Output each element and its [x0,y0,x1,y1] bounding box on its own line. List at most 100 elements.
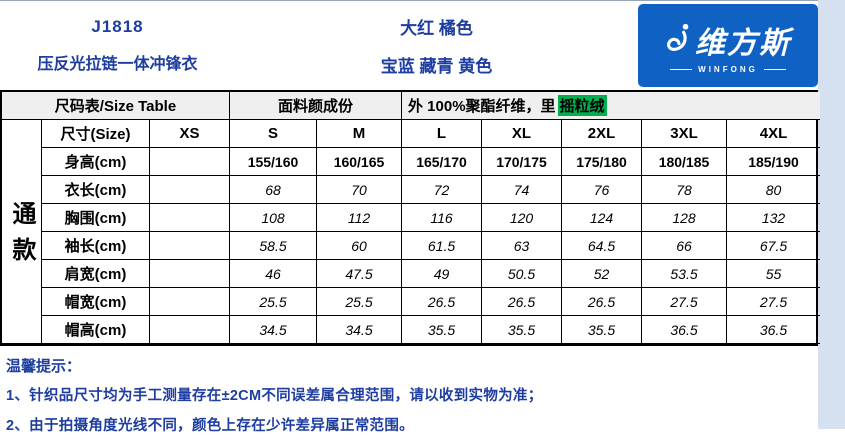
measurement-row-label: 帽高(cm) [42,316,150,344]
measurement-value-cell: 175/180 [562,148,642,176]
measurement-value-cell: 26.5 [402,288,482,316]
color-options-line2: 宝蓝 藏青 黄色 [380,57,493,76]
measurement-value-cell: 120 [482,204,562,232]
measurement-value-cell: 116 [402,204,482,232]
measurement-value-cell: 58.5 [230,232,317,260]
right-margin-strip [818,0,845,429]
measurement-value-cell: 36.5 [642,316,727,344]
measurement-value-cell [150,176,230,204]
measurement-value-cell: 68 [230,176,317,204]
measurement-value-cell: 108 [230,204,317,232]
measurement-value-cell: 170/175 [482,148,562,176]
measurement-value-cell: 53.5 [642,260,727,288]
size-table: 尺码表/Size Table 面料颜成份 外 100%聚酯纤维，里 摇粒绒 通款… [0,90,820,346]
measurement-value-cell: 78 [642,176,727,204]
product-name: 压反光拉链一体冲锋衣 [37,56,198,73]
size-header-cell: 4XL [727,120,820,148]
size-header-cell: XL [482,120,562,148]
measurement-value-cell [150,232,230,260]
size-header-cell: XS [150,120,230,148]
measurement-value-cell: 27.5 [727,288,820,316]
measurement-row-label: 袖长(cm) [42,232,150,260]
size-header-cell: L [402,120,482,148]
measurement-value-cell: 55 [727,260,820,288]
measurement-value-cell: 26.5 [482,288,562,316]
measurement-row-label: 帽宽(cm) [42,288,150,316]
measurement-value-cell: 47.5 [317,260,402,288]
notes-section: 温馨提示： 1、针织品尺寸均为手工测量存在±2CM不同误差属合理范围，请以收到实… [0,346,818,435]
measurement-value-cell: 76 [562,176,642,204]
size-header-cell: 2XL [562,120,642,148]
measurement-value-cell: 128 [642,204,727,232]
measurement-value-cell: 60 [317,232,402,260]
brand-logo: 维方斯 WINFONG [638,4,818,87]
size-header-cell: S [230,120,317,148]
header: J1818 压反光拉链一体冲锋衣 大红 橘色 宝蓝 藏青 黄色 维方斯 WINF… [0,1,818,90]
header-left: J1818 压反光拉链一体冲锋衣 [0,1,235,90]
logo-brand-row: 维方斯 [665,18,791,62]
measurement-row-label: 胸围(cm) [42,204,150,232]
fabric-composition-text: 外 100%聚酯纤维，里 [408,98,556,115]
brand-name: 维方斯 [695,26,791,60]
measurement-value-cell: 112 [317,204,402,232]
measurement-value-cell: 49 [402,260,482,288]
measurement-value-cell: 35.5 [482,316,562,344]
measurement-row-label: 肩宽(cm) [42,260,150,288]
measurement-value-cell: 74 [482,176,562,204]
measurement-value-cell: 52 [562,260,642,288]
measurement-value-cell [150,204,230,232]
measurement-value-cell: 185/190 [727,148,820,176]
measurement-value-cell: 70 [317,176,402,204]
measurement-value-cell: 50.5 [482,260,562,288]
logo-right-dash [763,68,786,70]
logo-subbrand-row: WINFONG [670,65,786,74]
size-header-cell: 3XL [642,120,727,148]
measurement-value-cell: 35.5 [562,316,642,344]
measurement-value-cell: 80 [727,176,820,204]
measurement-value-cell: 165/170 [402,148,482,176]
fabric-composition-value: 外 100%聚酯纤维，里 摇粒绒 [402,92,820,120]
product-code: J1818 [91,17,144,36]
measurement-value-cell: 155/160 [230,148,317,176]
size-row-label: 尺寸(Size) [42,120,150,148]
notes-title: 温馨提示： [6,358,82,375]
size-table-title: 尺码表/Size Table [2,92,230,120]
brand-swoosh-icon [665,21,693,58]
fabric-fleece-highlight: 摇粒绒 [557,95,607,116]
fabric-composition-label: 面料颜成份 [230,92,402,120]
measurement-value-cell: 180/185 [642,148,727,176]
logo-left-dash [670,68,693,70]
top-border-line [0,0,845,1]
measurement-value-cell [150,316,230,344]
measurement-value-cell: 132 [727,204,820,232]
note-line-2: 2、由于拍摄角度光线不同，颜色上存在少许差异属正常范围。 [6,418,414,434]
measurement-value-cell: 66 [642,232,727,260]
measurement-value-cell: 35.5 [402,316,482,344]
measurement-value-cell: 25.5 [230,288,317,316]
measurement-value-cell: 34.5 [317,316,402,344]
header-colors: 大红 橘色 宝蓝 藏青 黄色 [235,1,638,90]
measurement-value-cell: 27.5 [642,288,727,316]
measurement-value-cell: 160/165 [317,148,402,176]
brand-subname: WINFONG [698,64,758,74]
measurement-value-cell: 26.5 [562,288,642,316]
note-line-1: 1、针织品尺寸均为手工测量存在±2CM不同误差属合理范围，请以收到实物为准； [6,388,543,404]
measurement-value-cell: 34.5 [230,316,317,344]
measurement-value-cell: 63 [482,232,562,260]
measurement-value-cell: 72 [402,176,482,204]
measurement-value-cell: 64.5 [562,232,642,260]
measurement-value-cell: 36.5 [727,316,820,344]
measurement-value-cell [150,148,230,176]
size-header-cell: M [317,120,402,148]
measurement-value-cell: 67.5 [727,232,820,260]
measurement-value-cell [150,288,230,316]
measurement-row-label: 身高(cm) [42,148,150,176]
measurement-value-cell [150,260,230,288]
size-chart-sheet: J1818 压反光拉链一体冲锋衣 大红 橘色 宝蓝 藏青 黄色 维方斯 WINF… [0,1,820,444]
measurement-row-label: 衣长(cm) [42,176,150,204]
measurement-value-cell: 46 [230,260,317,288]
color-options-line1: 大红 橘色 [400,19,473,38]
measurement-value-cell: 61.5 [402,232,482,260]
measurement-value-cell: 124 [562,204,642,232]
measurement-value-cell: 25.5 [317,288,402,316]
